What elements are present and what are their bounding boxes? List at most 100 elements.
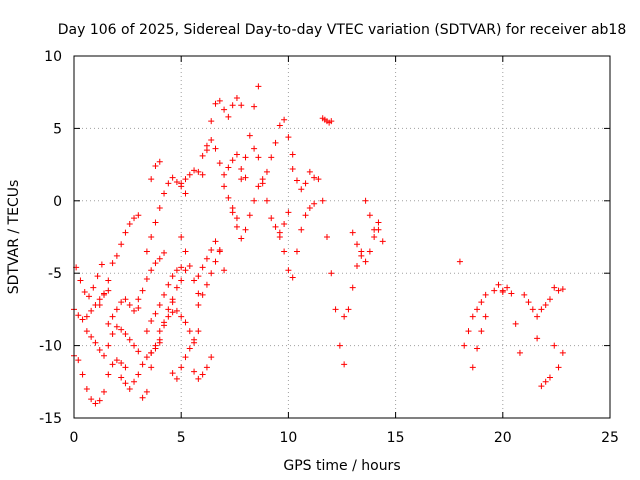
data-point [238,102,245,109]
data-point [156,158,163,165]
series-satellite-track-h [135,249,168,303]
data-point [289,165,296,172]
data-point [285,209,292,216]
data-point [233,151,240,158]
data-point [165,281,172,288]
data-point [165,313,172,320]
data-point [101,388,108,395]
data-point [88,307,95,314]
data-point [139,361,146,368]
data-point [366,248,373,255]
data-point [212,145,219,152]
data-point [101,290,108,297]
data-point [534,335,541,342]
y-tick-label: -5 [48,266,62,282]
data-point [195,375,202,382]
data-point [143,275,150,282]
data-point [178,364,185,371]
data-point [293,177,300,184]
data-point [298,186,305,193]
x-tick-label: 15 [387,430,405,446]
data-point [203,147,210,154]
data-point [182,354,189,361]
x-tick-label: 25 [601,430,619,446]
data-point [538,383,545,390]
data-point [186,171,193,178]
data-point [122,331,129,338]
data-point [246,212,253,219]
series-satellite-track-af [349,226,382,265]
data-point [371,234,378,240]
data-point [148,364,155,371]
data-point [135,348,142,355]
data-point [109,313,116,320]
data-point [118,299,125,306]
series-satellite-track-ai [469,313,489,371]
data-point [195,273,202,280]
data-point [152,163,159,170]
data-point [272,139,279,146]
data-point [186,262,193,269]
data-point [169,370,176,377]
data-point [148,176,155,183]
data-point [148,349,155,356]
data-point [118,326,125,333]
data-point [225,164,232,171]
data-point [109,361,116,368]
data-point [86,293,93,300]
data-point [156,302,163,309]
series-satellite-track-x [229,83,262,222]
data-point [242,174,249,181]
data-point [546,296,553,303]
data-point [182,248,189,255]
data-point [529,306,536,313]
data-point [75,312,82,319]
data-point [229,205,236,212]
data-point [461,342,468,349]
series-satellite-track-m [148,158,163,183]
tick-labels: 0 5 10 15 20 25 -15 -10 -5 0 5 10 [39,49,619,446]
data-point [126,220,133,227]
data-point [328,118,335,125]
data-point [221,106,228,113]
data-point [499,289,506,296]
data-point [182,267,189,274]
data-point [469,364,476,371]
data-point [332,306,339,313]
data-point [208,270,215,277]
data-point [156,255,163,262]
data-point [169,309,176,316]
data-point [225,194,232,201]
data-point [77,277,84,284]
data-point [298,226,305,233]
data-point [161,322,168,329]
data-point [238,176,245,183]
data-point [199,264,206,271]
data-point [173,267,180,274]
data-point [281,116,288,123]
data-point [306,168,313,175]
series-satellite-track-ab [289,165,318,193]
data-point [92,400,99,407]
data-point [122,364,129,371]
data-point [482,291,489,298]
data-point [456,258,463,265]
data-point [525,299,532,306]
data-point [169,273,176,280]
data-point [349,229,356,236]
data-point [208,354,215,361]
data-point [92,339,99,346]
y-tick-label: 10 [44,49,62,65]
data-point [551,284,558,291]
data-point [139,394,146,401]
data-point [289,151,296,158]
data-point [173,375,180,382]
data-point [161,291,168,298]
data-point [131,342,138,349]
data-point [96,397,103,404]
data-point [216,97,223,104]
data-point [122,380,129,387]
series-satellite-track-q [178,167,206,187]
data-point [195,290,202,297]
data-point [534,313,541,320]
